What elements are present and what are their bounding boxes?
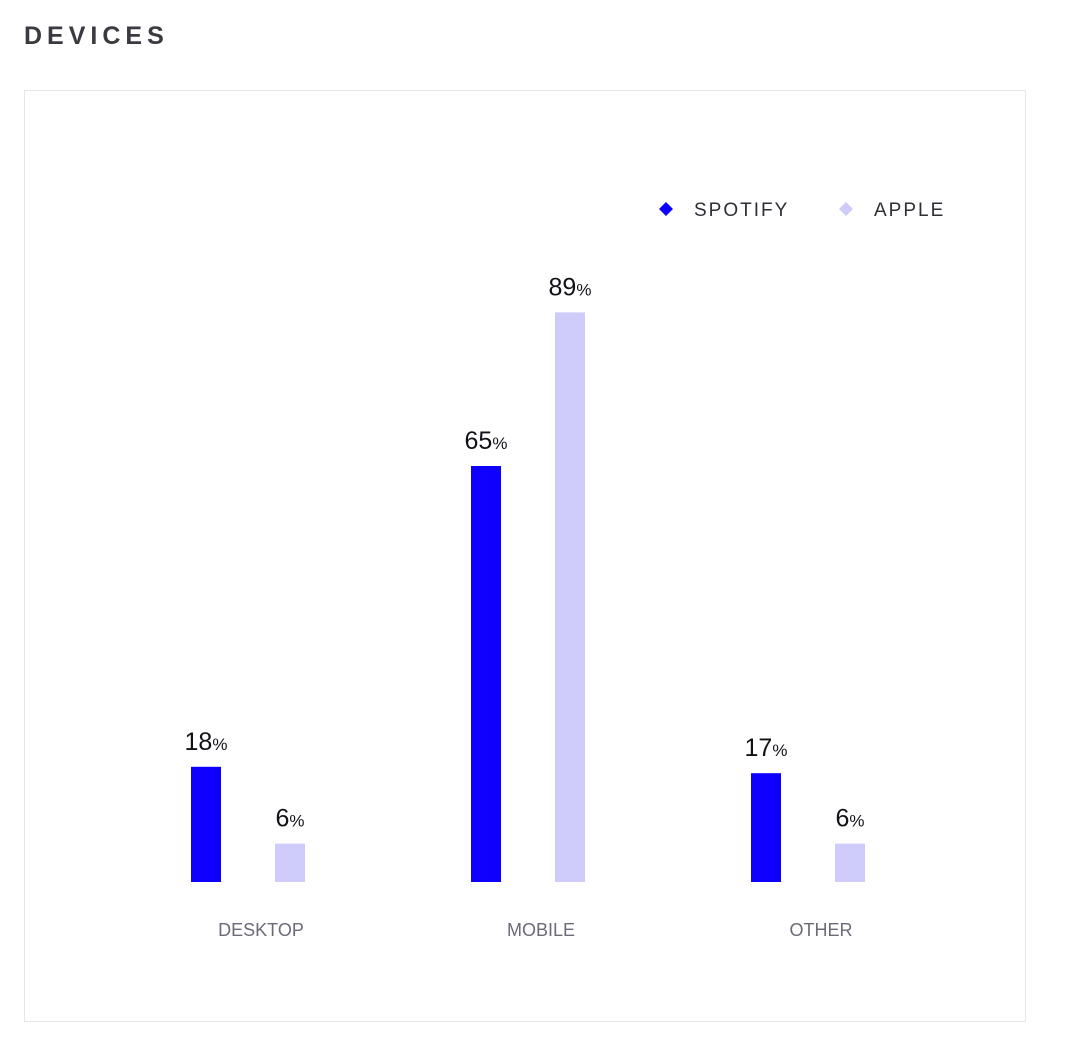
bar-apple-mobile bbox=[555, 312, 585, 882]
chart-legend: SPOTIFY APPLE bbox=[659, 200, 945, 221]
chart-bars bbox=[191, 312, 865, 882]
legend-label-apple: APPLE bbox=[874, 200, 945, 221]
value-label-spotify-other: 17% bbox=[745, 734, 788, 762]
page-title: DEVICES bbox=[24, 22, 169, 50]
legend-label-spotify: SPOTIFY bbox=[694, 200, 789, 221]
category-label-mobile: MOBILE bbox=[507, 920, 575, 940]
value-label-spotify-desktop: 18% bbox=[185, 728, 228, 756]
bar-apple-desktop bbox=[275, 843, 305, 882]
chart-value-labels: 18% 65% 17% 6% 89% 6% bbox=[185, 273, 865, 832]
devices-bar-chart: SPOTIFY APPLE 18% 65% 17% 6% 89% 6% DESKTOP MOB… bbox=[185, 200, 945, 940]
legend-diamond-icon-apple bbox=[839, 202, 853, 216]
chart-category-labels: DESKTOP MOBILE OTHER bbox=[218, 920, 852, 940]
value-label-apple-mobile: 89% bbox=[549, 273, 592, 301]
bar-spotify-mobile bbox=[471, 466, 501, 882]
bar-spotify-other bbox=[751, 773, 781, 882]
value-label-apple-desktop: 6% bbox=[275, 805, 304, 833]
devices-chart-card: SPOTIFY APPLE 18% 65% 17% 6% 89% 6% DESKTOP MOB… bbox=[24, 90, 1026, 1022]
category-label-other: OTHER bbox=[790, 920, 853, 940]
legend-diamond-icon-spotify bbox=[659, 202, 673, 216]
category-label-desktop: DESKTOP bbox=[218, 920, 304, 940]
value-label-spotify-mobile: 65% bbox=[465, 427, 508, 455]
value-label-apple-other: 6% bbox=[835, 805, 864, 833]
bar-spotify-desktop bbox=[191, 766, 221, 882]
bar-apple-other bbox=[835, 843, 865, 882]
